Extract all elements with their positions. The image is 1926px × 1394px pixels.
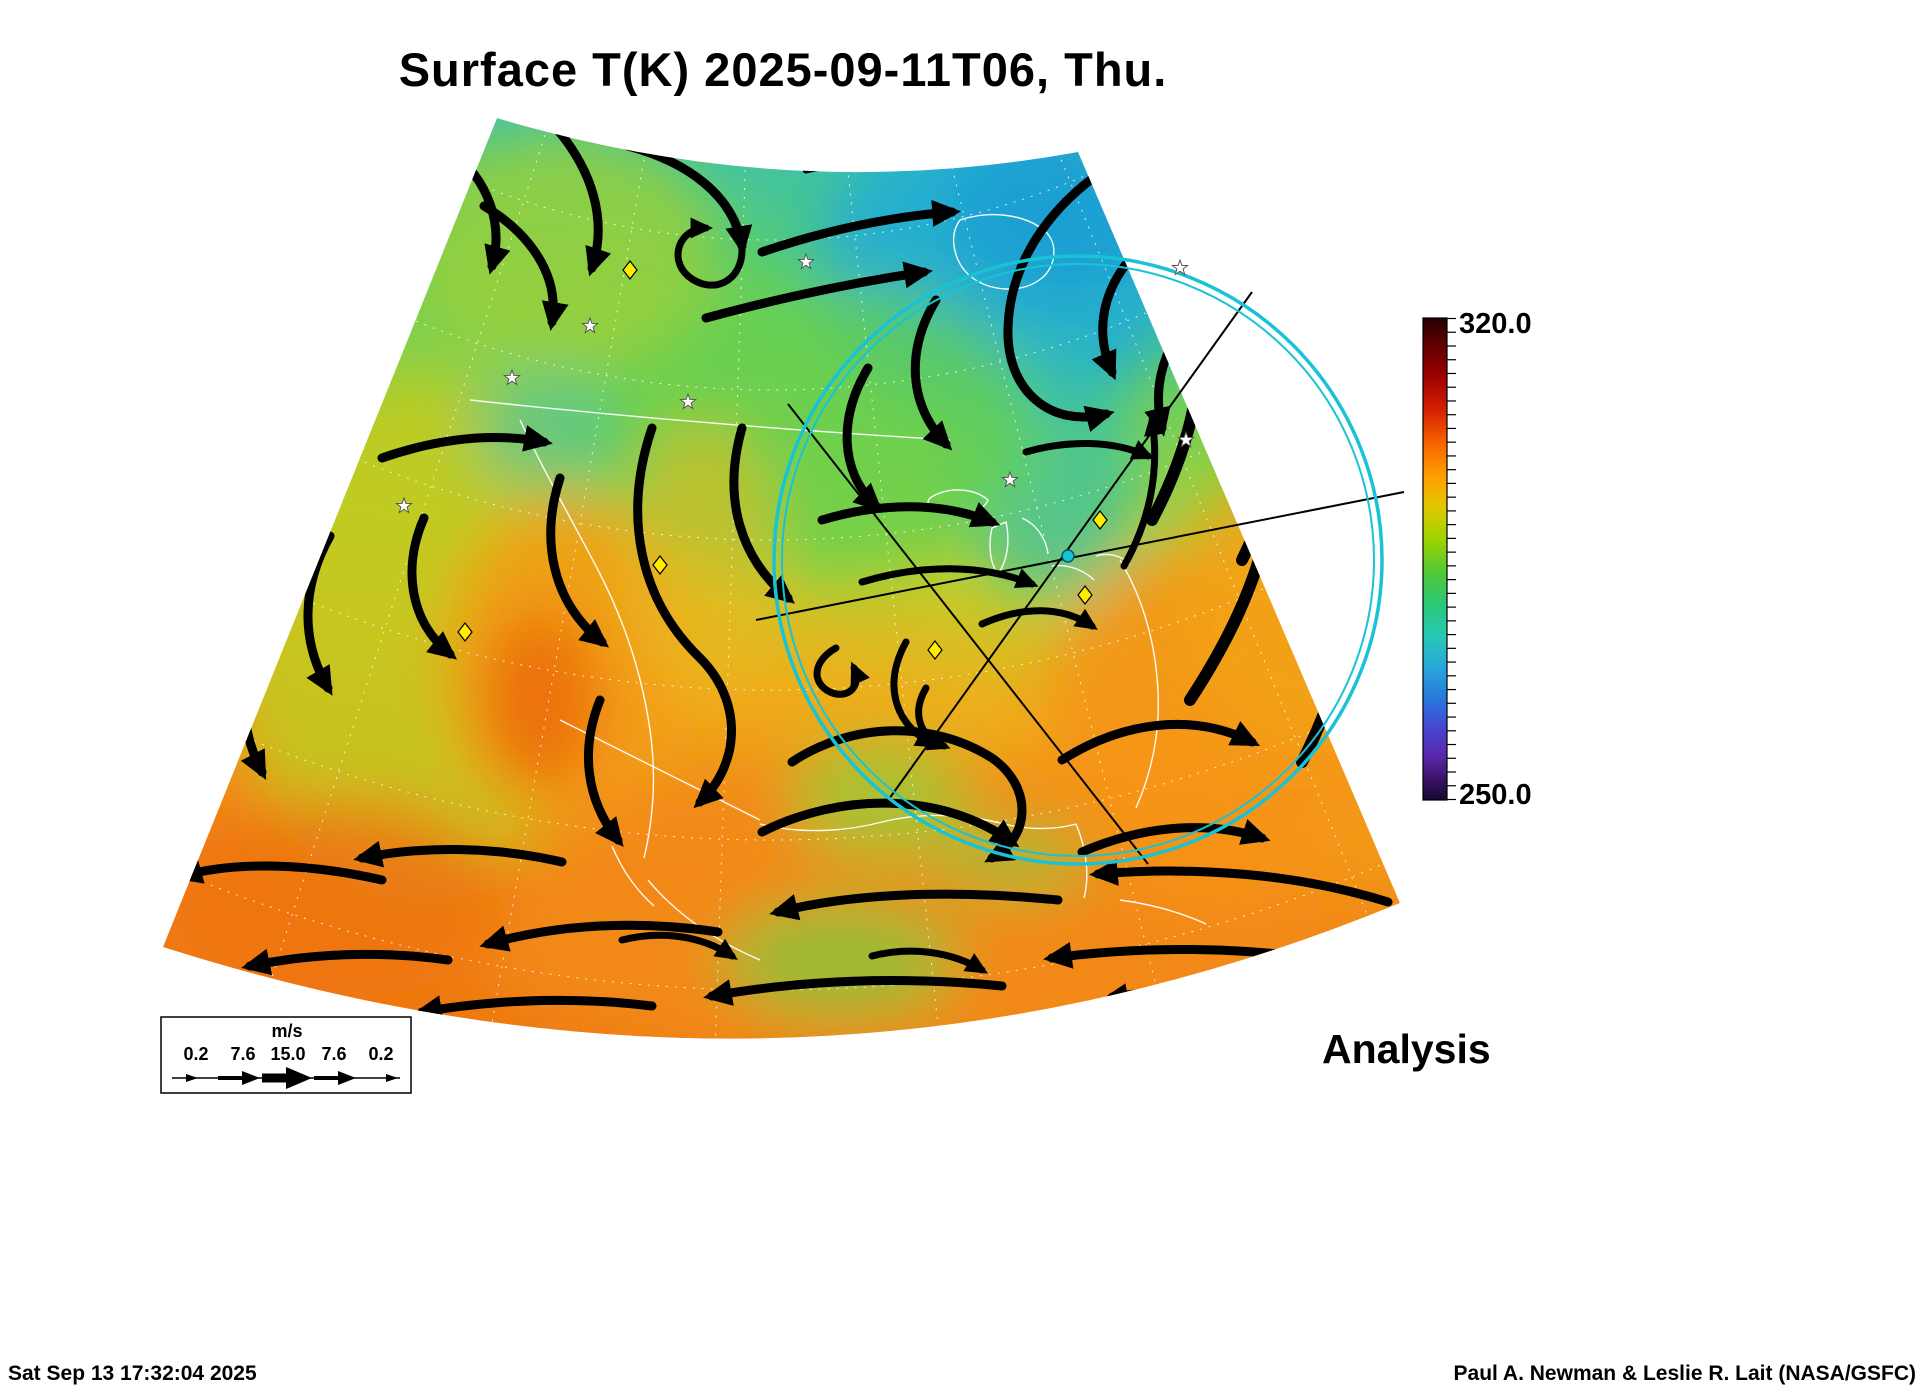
colorbar-min-label: 250.0 [1459,779,1532,811]
colorbar [1422,317,1456,801]
credit-line: Paul A. Newman & Leslie R. Lait (NASA/GS… [1453,1362,1916,1385]
colorbar-max-label: 320.0 [1459,308,1532,340]
crosshair-lines [755,291,1405,865]
wind-legend-value: 7.6 [321,1044,347,1064]
wind-legend-value: 7.6 [230,1044,256,1064]
wind-legend-value: 0.2 [368,1044,394,1064]
wind-legend-value: 0.2 [183,1044,209,1064]
temperature-field [163,118,1400,1039]
page-title: Surface T(K) 2025-09-11T06, Thu. [398,43,1168,96]
analysis-label: Analysis [1322,1026,1491,1072]
wind-legend-value: 15.0 [270,1044,306,1064]
range-ring [772,254,1384,866]
generated-timestamp: Sat Sep 13 17:32:04 2025 [8,1362,257,1385]
wind-legend-units: m/s [271,1021,303,1041]
colorbar-ticks [1447,317,1456,801]
wind-speed-legend [160,1016,412,1094]
ring-center-marker [1061,549,1075,563]
